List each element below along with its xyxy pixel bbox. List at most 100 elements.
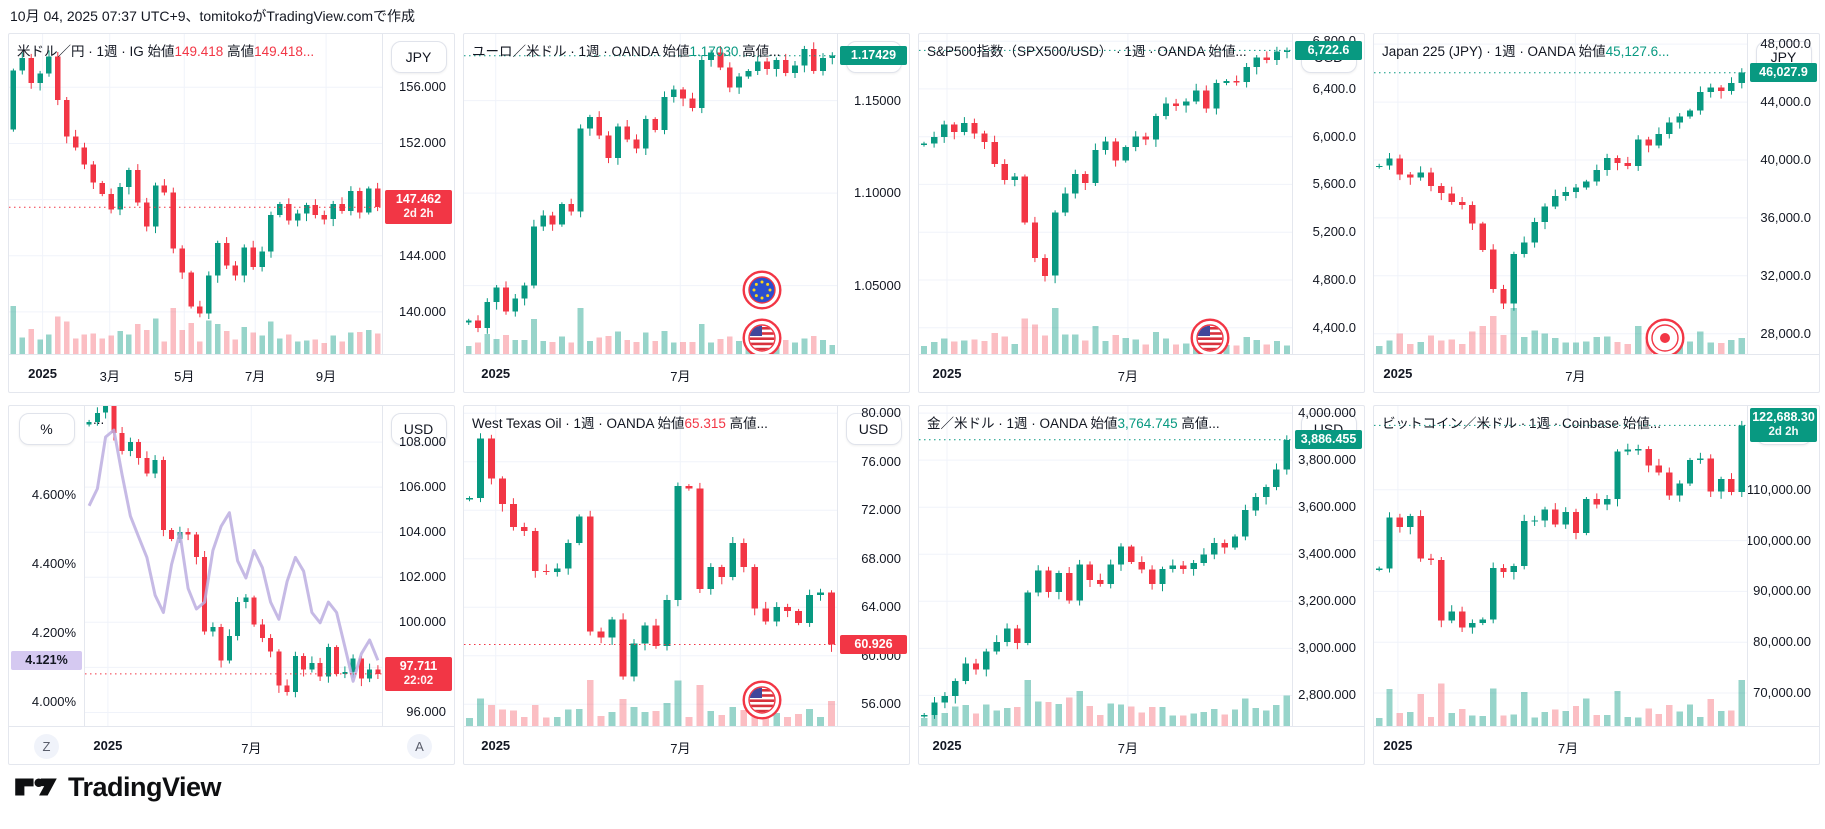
price-tick-label: 4.400% — [31, 556, 76, 572]
right-price-scale[interactable]: JPY156.000152.000148.000144.000140.00014… — [382, 34, 454, 354]
price-tick-label: 1.10000 — [854, 185, 901, 201]
legend-segment: West Texas Oil · 1週 · OANDA 始値 — [472, 416, 685, 431]
chart-legend[interactable]: ユーロ／米ドル · 1週 · OANDA 始値1.17030 高値... — [472, 40, 780, 60]
chart-plot-area[interactable]: Japan 225 (JPY) · 1週 · OANDA 始値45,127.6.… — [1374, 34, 1747, 354]
chart-legend[interactable]: Japan 225 (JPY) · 1週 · OANDA 始値45,127.6.… — [1382, 40, 1669, 60]
chart-legend[interactable]: 米ドル／円 · 1週 · IG 始値149.418 高値149.418... — [17, 40, 314, 60]
legend-segment: 45,127.6... — [1605, 44, 1670, 59]
chart-plot-area[interactable]: ... — [85, 406, 382, 726]
time-axis[interactable]: 2025 7月 — [919, 354, 1364, 394]
time-axis-label: 5月 — [174, 369, 195, 384]
time-axis[interactable]: 2025 3月 5月 7月 9月 — [9, 354, 454, 394]
eu-flag-icon[interactable] — [742, 270, 782, 310]
us-flag-icon[interactable] — [742, 680, 782, 720]
time-axis[interactable]: 2025 7月 Z A — [9, 726, 454, 766]
time-axis-label: 7月 — [245, 369, 266, 384]
time-axis[interactable]: 2025 7月 — [1374, 726, 1819, 766]
chart-legend[interactable]: S&P500指数（SPX500/USD） · 1週 · OANDA 始値... — [927, 40, 1247, 60]
chart-body: Japan 225 (JPY) · 1週 · OANDA 始値45,127.6.… — [1374, 34, 1819, 354]
time-axis-label: 2025 — [93, 738, 123, 753]
chart-panel-eurusd: ユーロ／米ドル · 1週 · OANDA 始値1.17030 高値...USD1… — [463, 33, 910, 393]
price-tick-label: 4.200% — [31, 625, 76, 641]
currency-unit-button[interactable]: USD — [390, 413, 447, 445]
price-tick-label: 80.000 — [861, 406, 901, 421]
time-axis-label: 2025 — [1383, 366, 1413, 381]
price-tick-label: 76.000 — [861, 453, 901, 469]
timezone-button[interactable]: Z — [34, 734, 59, 759]
chart-plot-area[interactable]: West Texas Oil · 1週 · OANDA 始値65.315 高値.… — [464, 406, 837, 726]
price-tick-label: 64.000 — [861, 599, 901, 615]
price-tick-label: 28,000.0 — [1760, 325, 1811, 341]
time-axis-label: 7月 — [670, 741, 691, 756]
chart-legend[interactable]: ビットコイン／米ドル · 1週 · Coinbase 始値... — [1382, 412, 1661, 432]
last-price-value: 147.462 — [395, 192, 442, 207]
last-price-value: 4.121% — [25, 652, 68, 667]
bar-countdown: 2d 2h — [1768, 426, 1799, 439]
price-tick-label: 44,000.0 — [1760, 94, 1811, 110]
price-tick-label: 3,800.000 — [1298, 452, 1356, 468]
time-axis-label: 2025 — [481, 366, 511, 381]
us-flag-icon[interactable] — [1190, 318, 1230, 354]
right-price-scale[interactable]: USD 80.000 76.000 72.000 68.000 64.000 60.000 5… — [837, 406, 909, 726]
last-price-badge: 1.17429 — [840, 46, 907, 66]
chart-plot-area[interactable]: 米ドル／円 · 1週 · IG 始値149.418 高値149.418... — [9, 34, 382, 354]
price-tick-label: 4,400.0 — [1312, 319, 1356, 335]
price-tick-label: 4,000.000 — [1298, 406, 1356, 421]
time-axis[interactable]: 2025 7月 — [464, 726, 909, 766]
right-price-scale[interactable]: USD6,800.06,400.06,000.05,600.05,200.04,… — [1292, 34, 1364, 354]
time-axis-label: 7月 — [1117, 741, 1138, 756]
left-price-scale[interactable]: % 4.600% 4.400% 4.200% 4.000% 4.121% — [9, 406, 85, 726]
last-price-badge: 60.926 — [840, 634, 907, 654]
chart-plot-area[interactable]: S&P500指数（SPX500/USD） · 1週 · OANDA 始値... — [919, 34, 1292, 354]
price-tick-label: 152.000 — [399, 135, 446, 151]
chart-panel-japan225: Japan 225 (JPY) · 1週 · OANDA 始値45,127.6.… — [1373, 33, 1820, 393]
last-price-badge: 46,027.9 — [1750, 63, 1817, 83]
chart-body: 米ドル／円 · 1週 · IG 始値149.418 高値149.418... JP… — [9, 34, 454, 354]
price-tick-label: 90,000.00 — [1753, 583, 1811, 599]
price-tick-label: 156.000 — [399, 79, 446, 95]
time-axis-label: 2025 — [1383, 738, 1413, 753]
right-price-scale[interactable]: USD108.000106.000104.000102.000100.00098… — [382, 406, 454, 726]
price-tick-label: 56.000 — [861, 696, 901, 712]
us-flag-icon[interactable] — [742, 318, 782, 354]
currency-unit-button[interactable]: USD — [845, 413, 902, 445]
auto-scale-button[interactable]: A — [407, 734, 432, 759]
chart-panel-wti: West Texas Oil · 1週 · OANDA 始値65.315 高値.… — [463, 405, 910, 765]
time-axis[interactable]: 2025 7月 — [919, 726, 1364, 766]
price-tick-label: 6,400.0 — [1312, 80, 1356, 96]
time-axis[interactable]: 2025 7月 — [464, 354, 909, 394]
right-price-scale[interactable]: USD110,000.00100,000.0090,000.0080,000.0… — [1747, 406, 1819, 726]
last-price-badge: 6,722.6 — [1295, 40, 1362, 60]
tradingview-logo[interactable]: TradingView — [14, 770, 222, 804]
price-tick-label: 140.000 — [399, 303, 446, 319]
chart-legend[interactable]: ... — [93, 412, 104, 427]
price-tick-label: 68.000 — [861, 550, 901, 566]
right-price-scale[interactable]: JPY 48,000.0 44,000.0 40,000.0 36,000.0 32,00… — [1747, 34, 1819, 354]
last-price-badge: 3,886.455 — [1295, 430, 1362, 450]
price-tick-label: 1.05000 — [854, 277, 901, 293]
chart-plot-area[interactable]: ユーロ／米ドル · 1週 · OANDA 始値1.17030 高値... — [464, 34, 837, 354]
chart-body: West Texas Oil · 1週 · OANDA 始値65.315 高値.… — [464, 406, 909, 726]
price-tick-label: 110,000.00 — [1747, 481, 1811, 497]
price-tick-label: 70,000.00 — [1753, 684, 1811, 700]
legend-segment: 高値 — [223, 44, 255, 59]
price-tick-label: 100,000.00 — [1747, 532, 1811, 548]
price-tick-label: 4,800.0 — [1312, 271, 1356, 287]
price-tick-label: 104.000 — [399, 524, 446, 540]
currency-unit-button[interactable]: JPY — [390, 41, 447, 73]
time-axis[interactable]: 2025 7月 — [1374, 354, 1819, 394]
price-tick-label: 48,000.0 — [1760, 36, 1811, 52]
chart-plot-area[interactable]: 金／米ドル · 1週 · OANDA 始値3,764.745 高値... — [919, 406, 1292, 726]
legend-segment: 金／米ドル · 1週 · OANDA 始値 — [927, 416, 1118, 431]
chart-plot-area[interactable]: ビットコイン／米ドル · 1週 · Coinbase 始値... — [1374, 406, 1747, 726]
last-price-value: 1.17429 — [850, 48, 897, 63]
chart-legend[interactable]: 金／米ドル · 1週 · OANDA 始値3,764.745 高値... — [927, 412, 1220, 432]
right-price-scale[interactable]: USD 4,000.000 3,800.000 3,600.000 3,400.000 3… — [1292, 406, 1364, 726]
price-tick-label: 1.15000 — [854, 92, 901, 108]
currency-unit-button[interactable]: % — [18, 413, 75, 445]
time-axis-label: 7月 — [1565, 369, 1586, 384]
japan-flag-icon[interactable] — [1645, 318, 1685, 354]
chart-legend[interactable]: West Texas Oil · 1週 · OANDA 始値65.315 高値.… — [472, 412, 768, 432]
time-axis-label: 7月 — [241, 741, 262, 756]
